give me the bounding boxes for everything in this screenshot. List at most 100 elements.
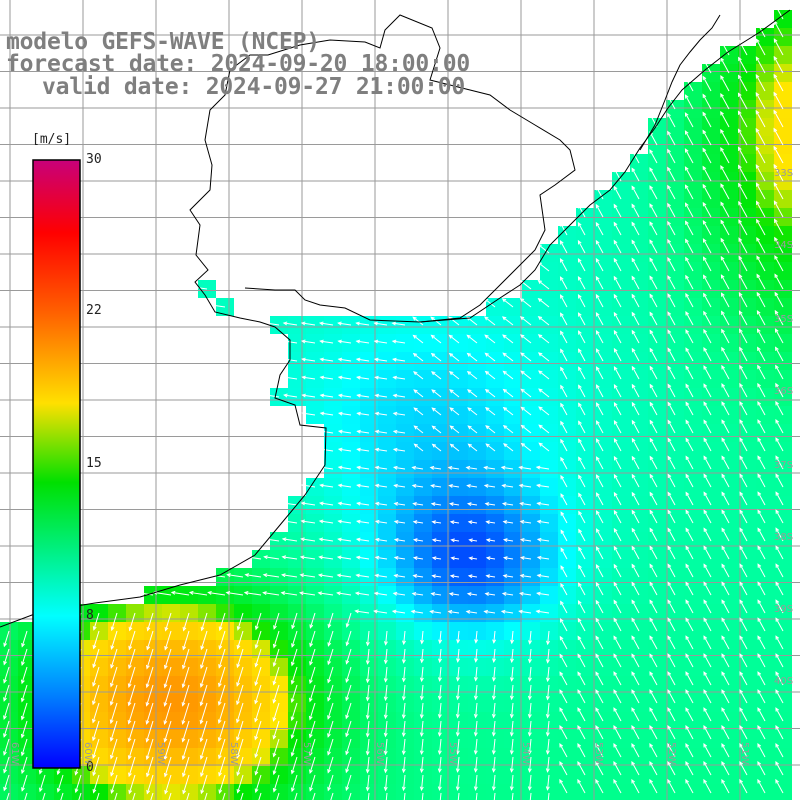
wind-arrow (186, 792, 190, 800)
wind-arrow (578, 529, 586, 542)
lon-label: 60W (82, 742, 93, 765)
wind-arrow (702, 76, 712, 92)
wind-arrow-head (502, 352, 507, 357)
wind-arrow-head (613, 455, 618, 461)
wind-arrow (613, 168, 622, 182)
wind-arrow (182, 630, 190, 650)
wind-arrow (703, 779, 712, 794)
wind-arrow (613, 671, 622, 686)
wind-arrow (283, 520, 298, 524)
wind-arrow (219, 612, 226, 631)
wind-arrow (394, 466, 406, 470)
wind-arrow-head (577, 760, 582, 766)
wind-arrow (357, 412, 370, 416)
wind-arrow-head (467, 389, 472, 394)
wind-arrow (703, 743, 712, 758)
wind-arrow (366, 720, 370, 737)
wind-arrow-head (236, 663, 241, 669)
wind-arrow-head (739, 545, 744, 550)
wind-arrow-head (560, 493, 565, 498)
wind-arrow (721, 689, 730, 704)
wind-arrow (394, 556, 406, 560)
wind-arrow-head (450, 556, 455, 561)
wind-arrow (520, 592, 532, 596)
wind-arrow (775, 328, 784, 344)
wind-cell (378, 784, 396, 800)
wind-arrow-head (702, 183, 707, 189)
wind-arrow-head (354, 591, 360, 596)
wind-arrow (613, 438, 622, 452)
wind-arrow (757, 455, 766, 470)
wind-arrow (356, 358, 370, 362)
wind-arrow (504, 539, 514, 542)
wind-arrow-head (537, 261, 542, 266)
wind-arrow (756, 219, 766, 236)
wind-arrow (403, 666, 406, 682)
forecast-date: forecast date: 2024-09-20 18:00:00 (6, 51, 471, 77)
wind-arrow (302, 376, 316, 380)
wind-arrow (164, 756, 172, 777)
wind-arrow-head (317, 591, 323, 596)
wind-arrow (345, 666, 352, 683)
wind-arrow-head (578, 546, 582, 552)
wind-arrow (430, 610, 442, 614)
wind-arrow-head (578, 564, 582, 570)
wind-arrow-head (374, 537, 380, 542)
wind-arrow-head (319, 393, 325, 398)
wind-arrow (631, 204, 640, 218)
wind-arrow (413, 407, 424, 416)
wind-arrow-head (631, 455, 636, 461)
wind-arrow-head (319, 375, 325, 380)
wind-arrow (631, 222, 640, 236)
wind-arrow (273, 774, 280, 792)
wind-arrow-head (577, 257, 582, 263)
wind-arrow (366, 666, 370, 683)
wind-arrow (560, 601, 568, 614)
wind-arrow (667, 95, 676, 110)
wind-arrow (114, 792, 118, 800)
wind-arrow-head (578, 438, 582, 443)
wind-arrow (374, 592, 388, 596)
wind-arrow (738, 129, 748, 146)
wind-arrow-head (577, 275, 582, 281)
lon-label: 57W (301, 742, 312, 765)
wind-arrow (393, 430, 406, 434)
wind-arrow (413, 353, 424, 362)
colorbar-tick-22: 22 (86, 303, 102, 318)
wind-arrow (110, 738, 118, 759)
wind-arrow (721, 383, 730, 398)
wind-arrow (773, 56, 784, 74)
wind-arrow (739, 600, 748, 614)
wind-arrow (577, 654, 586, 668)
wind-arrow (356, 538, 370, 542)
wind-arrow-head (773, 109, 778, 115)
wind-arrow (432, 575, 442, 578)
wind-arrow (504, 557, 514, 560)
wind-arrow-head (509, 732, 514, 737)
wind-arrow-head (649, 311, 654, 316)
wind-arrow (721, 779, 730, 794)
wind-arrow-head (577, 312, 582, 317)
wind-arrow-head (559, 653, 564, 659)
wind-arrow (529, 666, 532, 681)
wind-arrow-head (774, 273, 779, 278)
wind-arrow (703, 564, 712, 578)
wind-arrow (264, 538, 280, 542)
wind-arrow-head (685, 653, 690, 658)
wind-arrow-head (721, 401, 726, 406)
wind-arrow-head (739, 328, 743, 333)
wind-arrow-head (578, 510, 582, 516)
wind-arrow-head (685, 725, 690, 730)
wind-arrow-head (613, 707, 618, 712)
wind-arrow (631, 294, 640, 308)
wind-arrow (164, 720, 172, 742)
wind-arrow (475, 666, 478, 681)
wind-arrow-head (419, 786, 424, 792)
wind-arrow (595, 779, 604, 794)
wind-arrow (649, 689, 658, 704)
wind-arrow (320, 502, 334, 506)
wind-arrow (774, 237, 784, 254)
wind-arrow (596, 510, 604, 524)
wind-arrow (439, 738, 442, 754)
wind-arrow-head (721, 545, 726, 550)
